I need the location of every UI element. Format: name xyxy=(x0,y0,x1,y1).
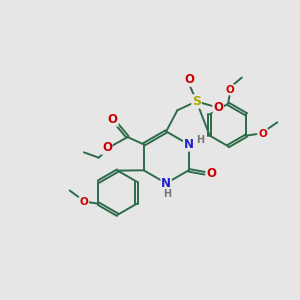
Text: H: H xyxy=(164,190,172,200)
Text: O: O xyxy=(213,101,223,114)
Text: N: N xyxy=(161,177,171,190)
Text: H: H xyxy=(196,135,204,145)
Text: O: O xyxy=(184,73,194,86)
Text: S: S xyxy=(192,95,201,108)
Text: O: O xyxy=(206,167,216,180)
Text: O: O xyxy=(225,85,234,94)
Text: O: O xyxy=(102,141,112,154)
Text: O: O xyxy=(108,113,118,126)
Text: O: O xyxy=(80,197,88,207)
Text: O: O xyxy=(258,128,267,139)
Text: N: N xyxy=(184,138,194,151)
